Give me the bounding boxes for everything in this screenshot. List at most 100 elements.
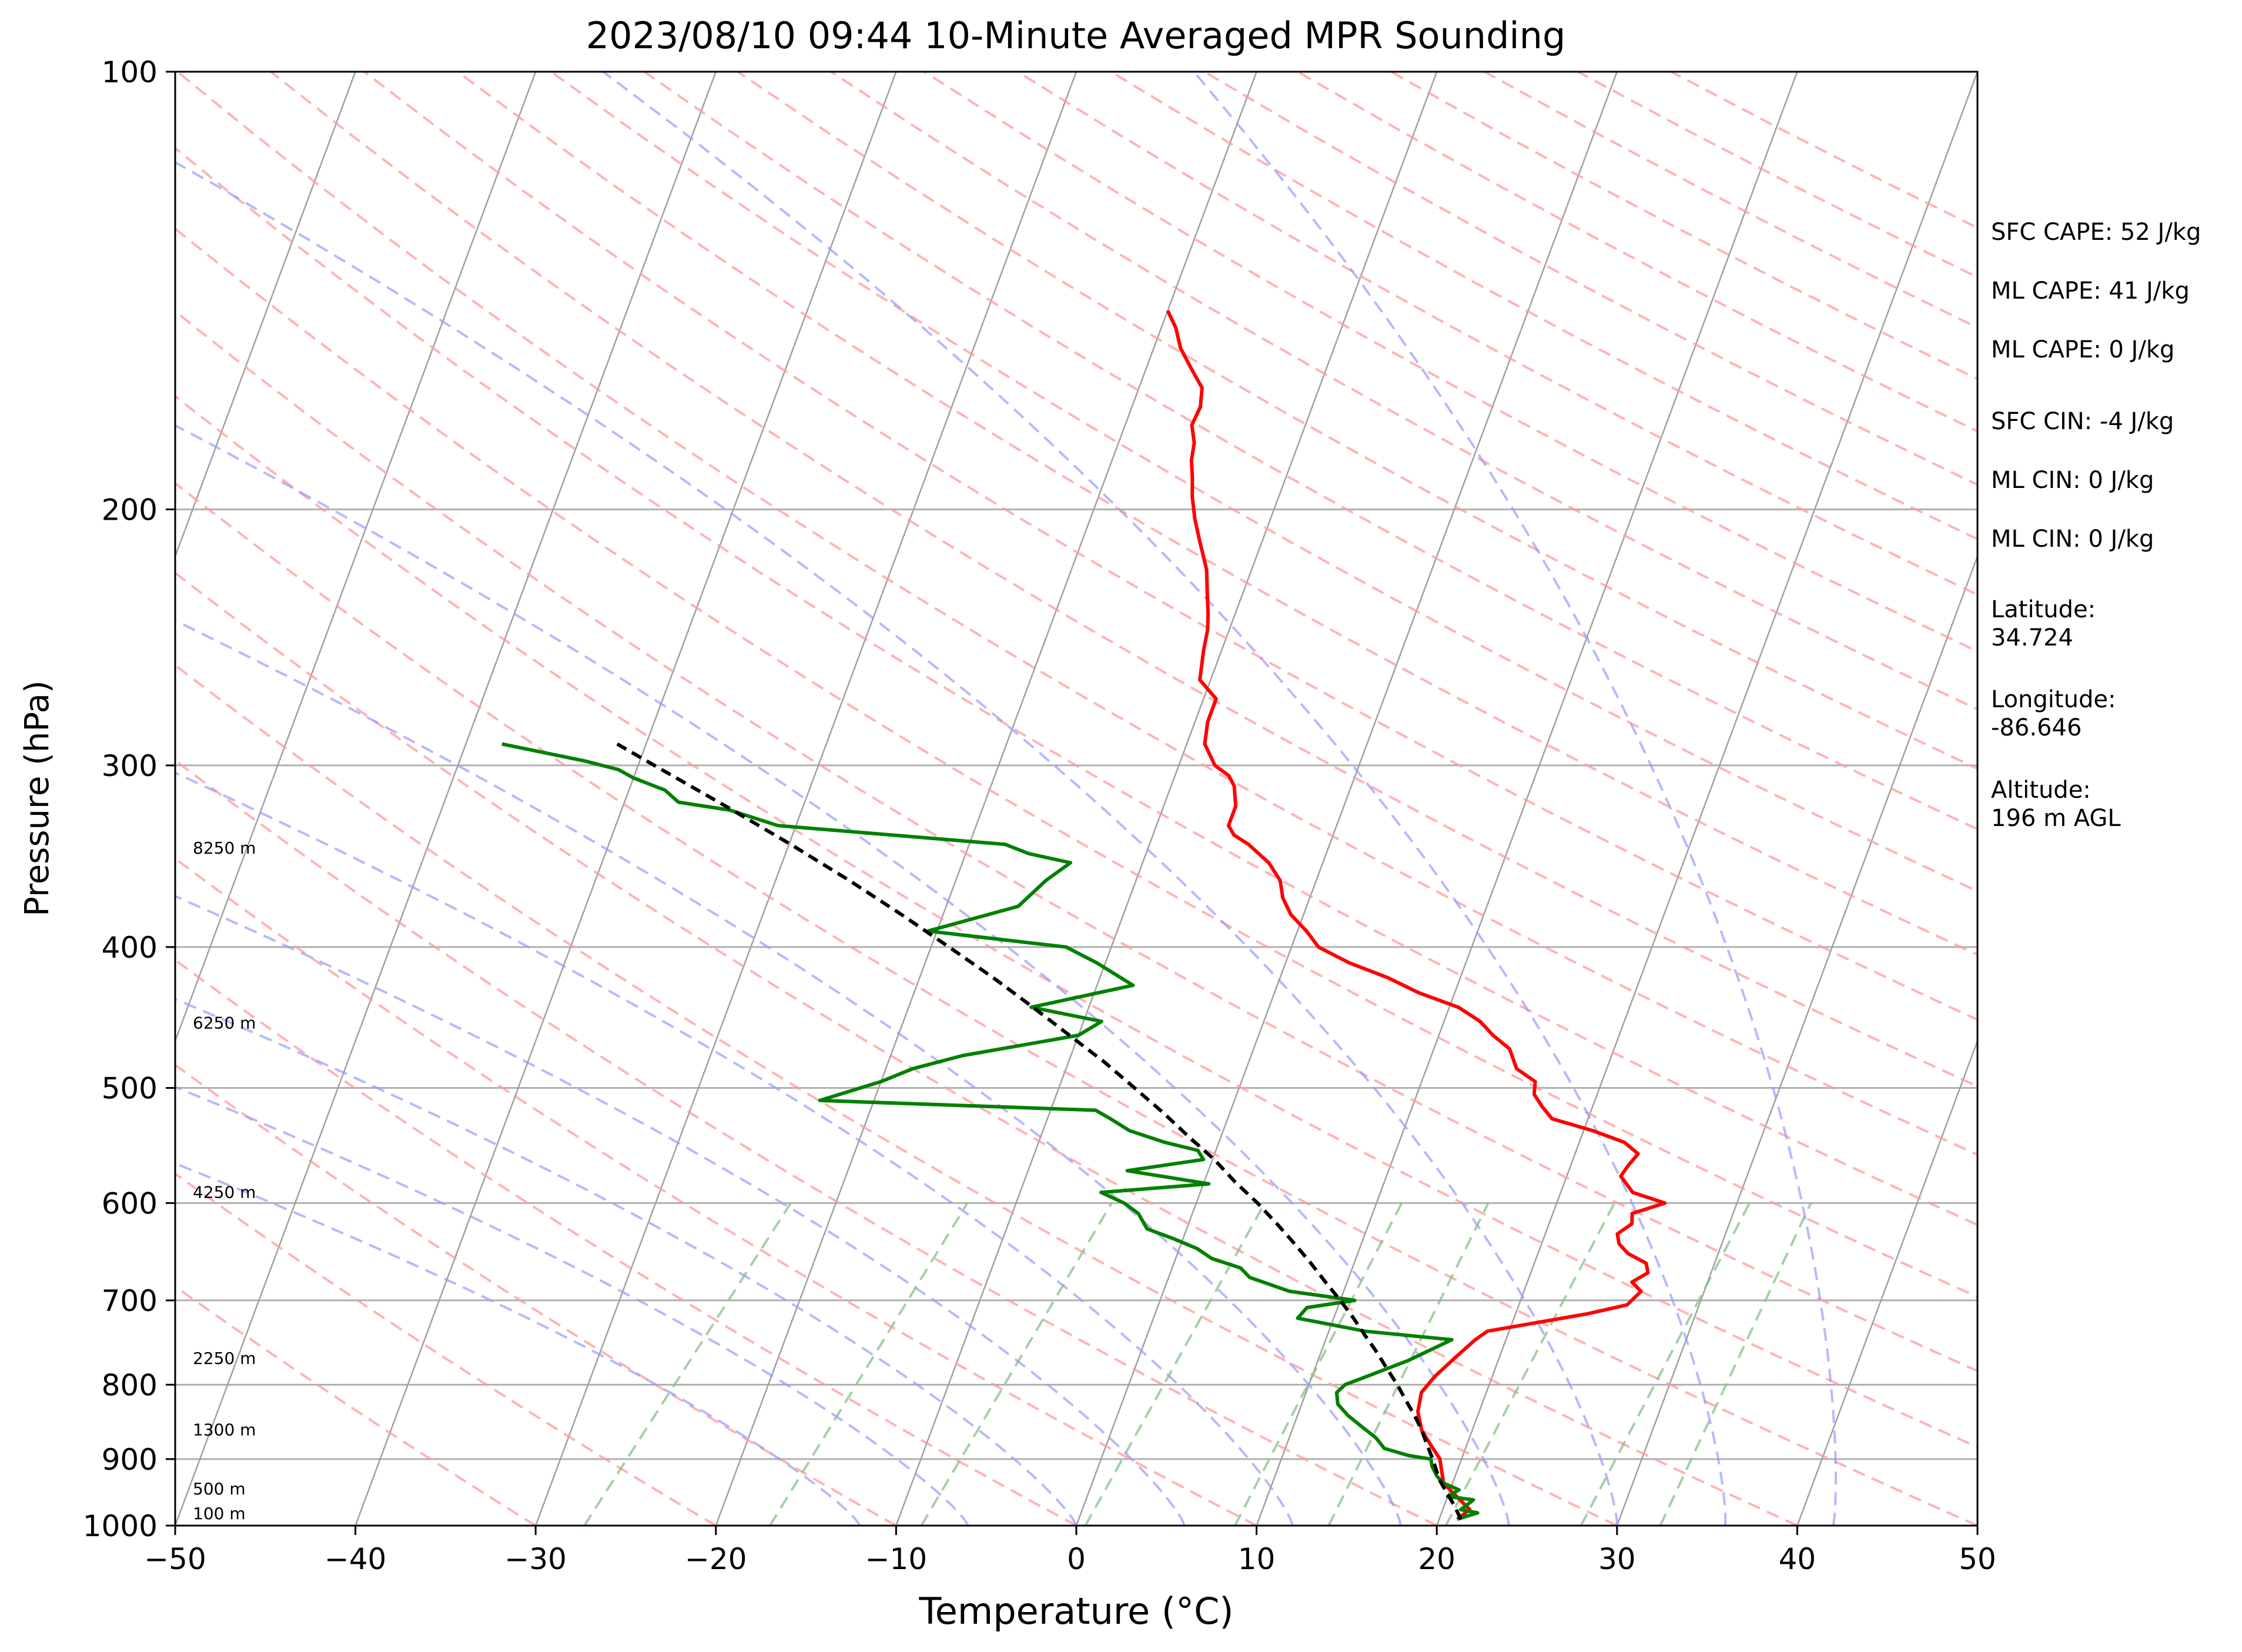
height-label: 4250 m [193, 1182, 256, 1202]
isotherm-line [715, 72, 1257, 1526]
side-panel-text: Longitude: [1991, 686, 2116, 713]
dry-adiabat-line [270, 72, 1977, 1088]
x-tick-label: 20 [1418, 1542, 1455, 1576]
x-tick-label: 10 [1238, 1542, 1276, 1576]
dry-adiabat-line [175, 1285, 537, 1526]
side-panel-text: SFC CIN: -4 J/kg [1991, 408, 2174, 435]
x-tick-label: 30 [1598, 1542, 1636, 1576]
dry-adiabat-line [737, 72, 1977, 770]
dry-adiabat-line [176, 72, 1977, 1156]
height-label: 8250 m [193, 838, 256, 858]
side-panel-text: Altitude: [1991, 777, 2091, 804]
isotherm-line [1796, 1039, 1977, 1526]
height-label: 2250 m [193, 1349, 256, 1368]
dry-adiabat-line [175, 309, 1977, 1373]
dry-adiabat-line [175, 758, 1438, 1526]
side-panel-text: ML CAPE: 41 J/kg [1991, 277, 2190, 305]
side-panel: SFC CAPE: 52 J/kg ML CAPE: 41 J/kg ML CAPE… [1991, 219, 2201, 832]
height-label: 6250 m [193, 1013, 256, 1032]
side-panel-text: SFC CAPE: 52 J/kg [1991, 219, 2201, 246]
moist-adiabat-line [175, 160, 1618, 1526]
dry-adiabat-line [175, 394, 1977, 1449]
height-label: 500 m [193, 1479, 246, 1499]
isotherm-line [175, 72, 717, 1526]
x-tick-label: −30 [504, 1542, 567, 1576]
mixing-ratio-line [920, 1202, 1113, 1526]
isotherm-line [895, 72, 1438, 1526]
x-axis: −50 −40 −30 −20 −10 0 10 20 30 40 50 [144, 1526, 1996, 1576]
mixing-ratio-line [769, 1202, 969, 1526]
dewpoint-profile-line [501, 742, 1480, 1521]
moist-adiabat-line [175, 895, 1186, 1526]
moist-adiabat-line [175, 998, 1078, 1526]
y-tick-label: 700 [102, 1284, 158, 1318]
dry-adiabat-line [175, 227, 1977, 1299]
side-panel-text: -86.646 [1991, 714, 2082, 741]
x-tick-label: −10 [865, 1542, 928, 1576]
moist-adiabat-line [175, 424, 1510, 1526]
x-tick-label: 50 [1959, 1542, 1996, 1576]
moist-adiabat-line [175, 771, 1294, 1526]
side-panel-text: 196 m AGL [1991, 805, 2121, 832]
y-tick-label: 400 [102, 931, 158, 965]
dry-adiabat-line [830, 72, 1977, 711]
dry-adiabat-line [363, 72, 1977, 1021]
isotherm-line [535, 72, 1078, 1526]
side-panel-text: ML CIN: 0 J/kg [1991, 526, 2154, 553]
x-tick-label: 0 [1067, 1542, 1086, 1576]
background-lines [175, 72, 1977, 1526]
mixing-ratio-line [1234, 1202, 1403, 1526]
y-axis: 100 200 300 400 500 600 700 800 900 1000 [83, 55, 175, 1543]
y-tick-label: 900 [102, 1443, 158, 1477]
series-layer [501, 310, 1667, 1521]
isotherm-line [1436, 72, 1977, 1526]
dry-adiabat-line [175, 958, 1077, 1526]
moist-adiabat-line [175, 1162, 861, 1526]
dry-adiabat-line [550, 72, 1977, 893]
mixing-ratio-line [1444, 1202, 1616, 1526]
height-label: 100 m [193, 1504, 246, 1523]
mixing-ratio-line [1659, 1202, 1812, 1526]
dry-adiabat-line [175, 146, 1977, 1226]
side-panel-text: 34.724 [1991, 624, 2073, 651]
moist-adiabat-line [175, 619, 1402, 1526]
height-labels: 100 m 500 m 1300 m 2250 m 4250 m 6250 m 8250 m [193, 838, 256, 1523]
mixing-ratio-line [583, 1202, 792, 1526]
isotherm-line [175, 72, 356, 559]
y-tick-label: 100 [102, 55, 158, 89]
y-tick-label: 800 [102, 1368, 158, 1402]
isotherm-line [1075, 72, 1618, 1526]
x-axis-label: Temperature (°C) [918, 1590, 1233, 1633]
side-panel-text: ML CAPE: 0 J/kg [1991, 336, 2174, 363]
dry-adiabat-line [175, 664, 1618, 1526]
parcel-path-line [616, 742, 1463, 1520]
side-panel-text: Latitude: [1991, 596, 2096, 623]
dry-adiabat-line [457, 72, 1977, 957]
moist-adiabat-line [602, 72, 1727, 1526]
isotherm-line [175, 72, 537, 1044]
y-tick-label: 300 [102, 749, 158, 783]
x-tick-label: 40 [1779, 1542, 1816, 1576]
y-axis-label: Pressure (hPa) [18, 680, 56, 917]
dry-adiabat-line [175, 857, 1257, 1526]
chart-title: 2023/08/10 09:44 10-Minute Averaged MPR … [586, 14, 1566, 57]
height-label: 1300 m [193, 1420, 256, 1440]
y-tick-label: 200 [102, 493, 158, 527]
y-tick-label: 1000 [83, 1509, 158, 1543]
y-tick-label: 500 [102, 1072, 158, 1106]
mixing-ratio-line [1084, 1202, 1266, 1526]
dry-adiabat-line [175, 481, 1977, 1526]
isotherm-line [1256, 72, 1798, 1526]
mixing-ratio-line [1327, 1202, 1490, 1526]
x-tick-label: −20 [685, 1542, 747, 1576]
dry-adiabat-line [175, 1172, 717, 1526]
x-tick-label: −50 [144, 1542, 206, 1576]
x-tick-label: −40 [324, 1542, 387, 1576]
dry-adiabat-line [175, 571, 1798, 1526]
side-panel-text: ML CIN: 0 J/kg [1991, 467, 2154, 494]
isotherm-line [354, 72, 897, 1526]
temperature-profile-line [1166, 310, 1667, 1521]
y-tick-label: 600 [102, 1186, 158, 1220]
